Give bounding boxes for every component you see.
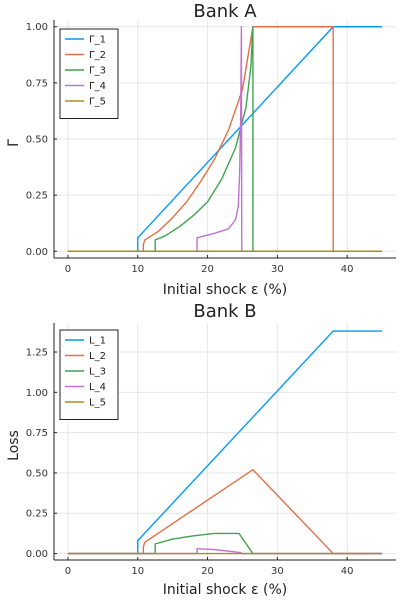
legend-label-4: L_4: [89, 382, 106, 393]
legend-label-3: L_3: [89, 367, 106, 378]
series-line-2: [67, 469, 383, 555]
y-tick-label: 0.25: [26, 509, 48, 520]
legend-label-1: L_1: [89, 336, 106, 347]
y-tick-label: 0.25: [26, 191, 48, 202]
x-axis-label: Initial shock ε (%): [163, 282, 287, 298]
chart-panel-1: 0 10 20 30 40 0.00 0.25 0.50 0.75 1.00 Bank A Initi…: [6, 1, 396, 298]
x-tick-label: 20: [201, 566, 214, 577]
x-tick-label: 10: [131, 264, 144, 275]
chart-title: Bank B: [193, 301, 256, 322]
legend-box: [59, 28, 119, 119]
x-tick-label: 40: [341, 566, 354, 577]
y-tick-label: 0.75: [26, 428, 48, 439]
legend-label-1: Γ_1: [89, 35, 106, 46]
series-line-3: [67, 26, 383, 252]
y-tick-label: 1.00: [26, 388, 48, 399]
x-tick-label: 10: [131, 566, 144, 577]
x-axis-label: Initial shock ε (%): [163, 582, 287, 598]
x-tick-label: 0: [65, 264, 71, 275]
y-tick-label: 1.00: [26, 22, 48, 33]
legend-label-5: L_5: [89, 398, 106, 409]
series-line-3: [67, 532, 383, 555]
x-tick-label: 40: [341, 264, 354, 275]
y-tick-label: 0.00: [26, 549, 48, 560]
x-tick-label: 20: [201, 264, 214, 275]
x-tick-label: 30: [271, 566, 284, 577]
legend-box: [59, 329, 119, 420]
series-line-4: [67, 26, 383, 252]
y-tick-label: 0.00: [26, 247, 48, 258]
series-line-4: [67, 548, 383, 555]
x-tick-label: 30: [271, 264, 284, 275]
y-tick-label: 0.50: [26, 135, 48, 146]
chart-panel-2: 0 10 20 30 40 0.00 0.25 0.50 0.75 1.00 1.25 Bank B I…: [6, 301, 396, 598]
x-tick-label: 0: [65, 566, 71, 577]
legend-label-4: Γ_4: [89, 81, 106, 92]
y-tick-label: 0.75: [26, 78, 48, 89]
legend-label-2: L_2: [89, 351, 106, 362]
y-axis-label: Loss: [6, 430, 22, 461]
legend: L_1 L_2 L_3 L_4 L_5: [59, 329, 119, 420]
series-line-2: [67, 26, 383, 252]
chart-title: Bank A: [193, 1, 257, 22]
legend-label-2: Γ_2: [89, 50, 106, 61]
y-tick-label: 0.50: [26, 468, 48, 479]
legend: Γ_1 Γ_2 Γ_3 Γ_4 Γ_5: [59, 28, 119, 119]
legend-label-5: Γ_5: [89, 97, 106, 108]
y-tick-label: 1.25: [26, 348, 48, 359]
y-axis-label: Γ: [6, 139, 22, 147]
legend-label-3: Γ_3: [89, 66, 106, 77]
